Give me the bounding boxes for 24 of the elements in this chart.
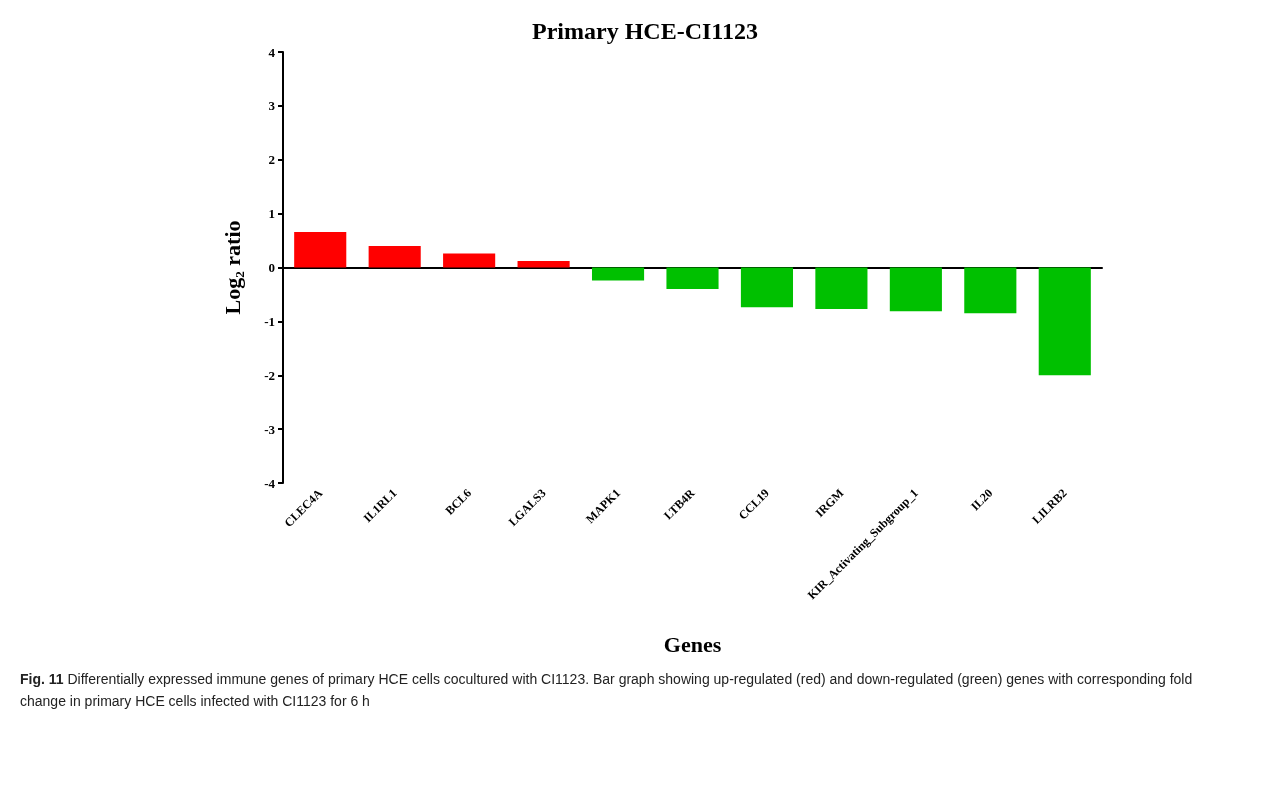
- bar: [964, 267, 1017, 314]
- y-tick-label: -4: [264, 475, 276, 491]
- x-axis-title: Genes: [663, 631, 722, 657]
- bar: [666, 267, 719, 290]
- bar: [889, 267, 942, 312]
- bar: [591, 267, 645, 281]
- y-tick-label: -2: [264, 367, 275, 383]
- y-axis-title: Log₂ ratio: [219, 220, 245, 315]
- y-tick-label: 4: [268, 44, 276, 60]
- y-tick-label: 1: [268, 206, 275, 222]
- y-tick-label: 2: [268, 152, 275, 168]
- bar: [517, 261, 570, 268]
- y-tick-label: 3: [268, 98, 276, 114]
- bar: [740, 267, 794, 308]
- y-tick-label: -3: [264, 421, 276, 437]
- bar: [443, 253, 496, 268]
- bar: [294, 231, 347, 268]
- y-tick-label: -1: [264, 313, 275, 329]
- y-tick-label: 0: [268, 260, 275, 275]
- caption: Fig. 11 Differentially expressed immune genes of primary HCE cells cocultured with CI1123. Bar graph showing up-regulated (red) and down-regulated (green) genes with corresponding fold change in primary HCE cells infected with CI1123 for 6 h: [20, 670, 1194, 711]
- bar: [815, 267, 868, 309]
- bar: [1038, 267, 1091, 376]
- bar: [368, 245, 421, 268]
- chart-title: Primary HCE-CI1123: [532, 18, 758, 44]
